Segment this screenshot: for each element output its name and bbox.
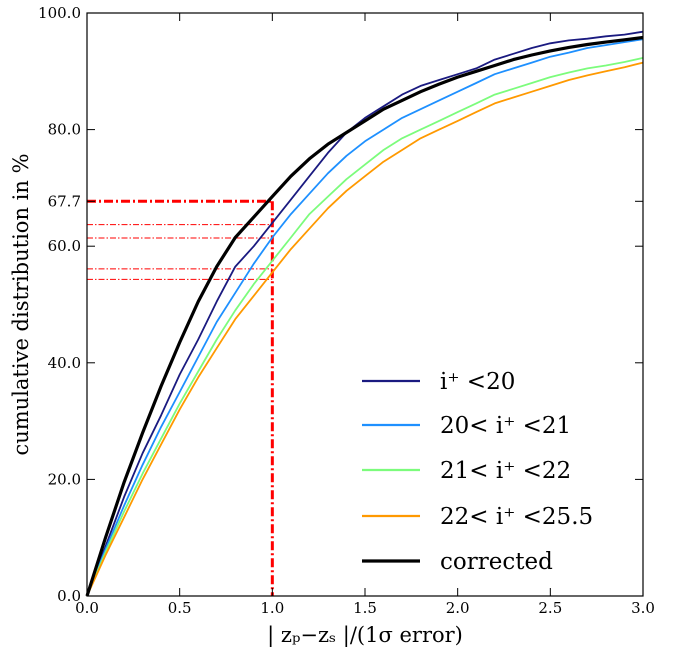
x-tick-label-5: 2.5 [538,599,562,617]
y-axis-label: cumulative distribution in % [9,153,33,455]
axis-ticks-group [86,12,644,597]
legend-label-1: 20< i⁺ <21 [440,413,571,439]
y-tick-label-3: 60.0 [48,237,81,255]
tick-labels-group: 0.0 0.5 1.0 1.5 2.0 2.5 3.0 0.0 20.0 40.0 60.0 67.7… [38,4,655,617]
y-tick-label-0: 0.0 [57,587,81,605]
x-tick-label-2: 1.0 [260,599,284,617]
legend-label-4: corrected [440,549,553,575]
series-line-1 [86,38,644,597]
x-axis-label: | zₚ−zₛ |/(1σ error) [267,623,463,648]
x-tick-label-6: 3.0 [631,599,655,617]
series-line-4 [85,35,644,597]
y-tick-label-4: 67.7 [48,192,81,210]
y-tick-label-6: 100.0 [38,4,81,22]
y-tick-label-1: 20.0 [48,470,81,488]
x-tick-label-0: 0.0 [75,599,99,617]
legend: i⁺ <20 20< i⁺ <21 21< i⁺ <22 22< i⁺ <25.5 co… [362,369,593,575]
x-tick-label-1: 0.5 [168,599,192,617]
series-line-3 [86,61,644,597]
x-tick-label-4: 2.0 [446,599,470,617]
y-tick-label-5: 80.0 [48,121,81,139]
x-tick-label-3: 1.5 [353,599,377,617]
legend-label-2: 21< i⁺ <22 [440,458,571,484]
series-line-2 [86,57,644,597]
series-line-0 [86,30,644,597]
legend-label-3: 22< i⁺ <25.5 [440,504,593,530]
series-lines-group [85,30,644,597]
reference-lines-group [87,199,274,596]
legend-label-0: i⁺ <20 [440,369,515,395]
y-tick-label-2: 40.0 [48,354,81,372]
